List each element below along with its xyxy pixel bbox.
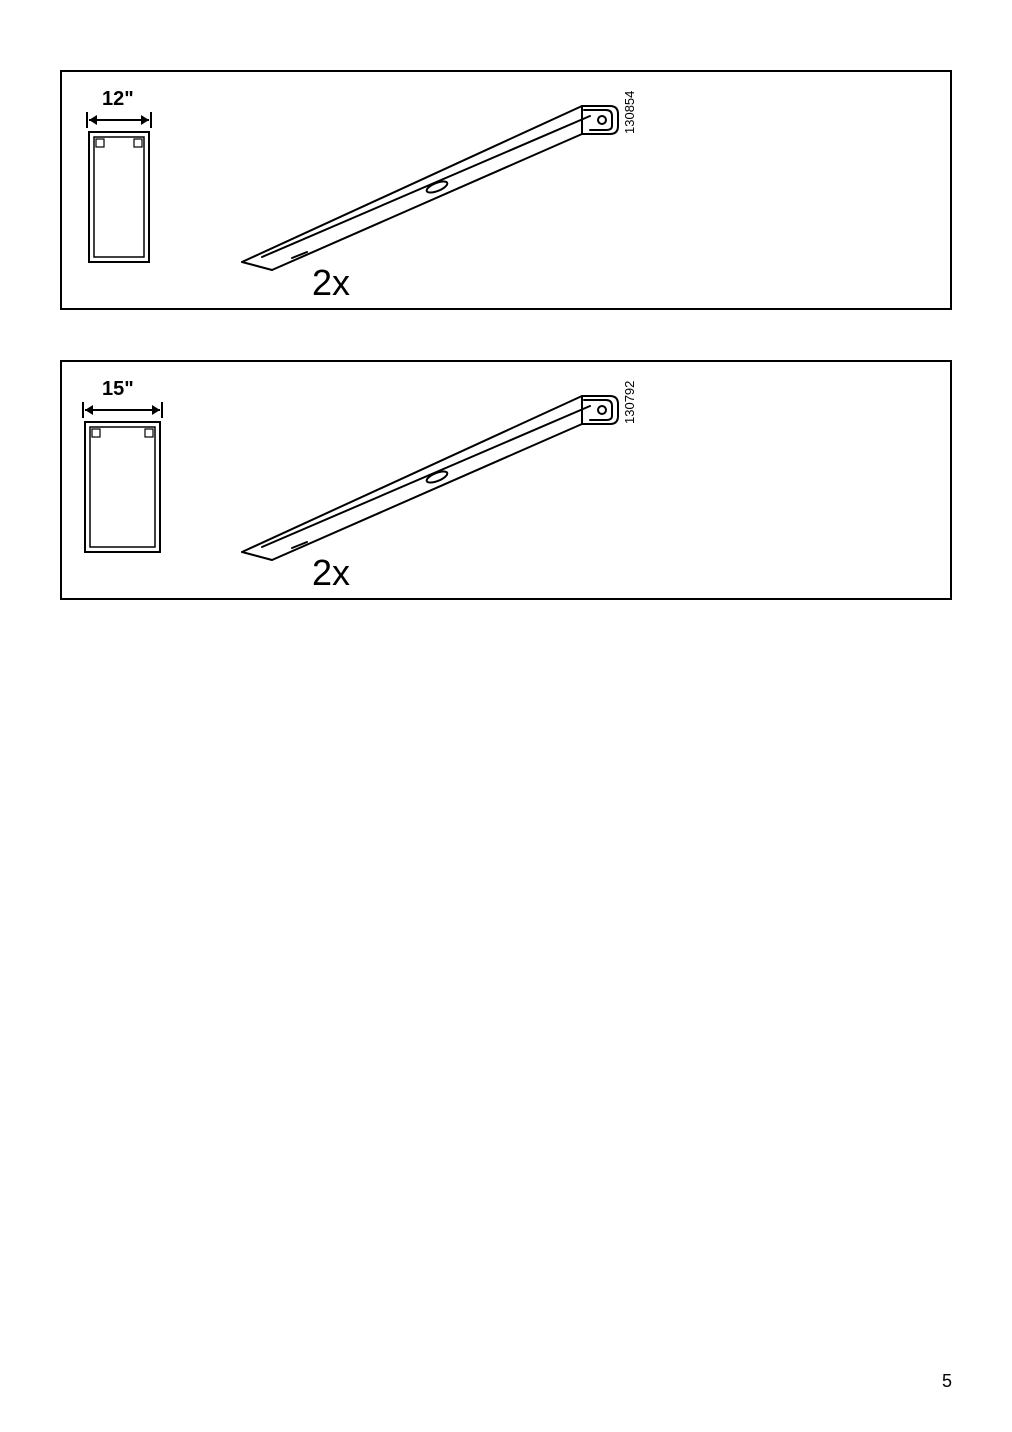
quantity-label: 2x bbox=[312, 552, 350, 594]
part-number-label: 130854 bbox=[622, 91, 637, 134]
page-number: 5 bbox=[942, 1371, 952, 1392]
assembly-instruction-page: 12" bbox=[0, 0, 1012, 1432]
parts-panel-2: 15" bbox=[60, 360, 952, 600]
quantity-label: 2x bbox=[312, 262, 350, 304]
rail-illustration bbox=[212, 372, 652, 562]
cabinet-icon bbox=[84, 110, 164, 280]
dimension-label: 12" bbox=[102, 88, 134, 111]
rail-illustration bbox=[212, 82, 652, 272]
cabinet-icon bbox=[80, 400, 175, 570]
parts-panel-1: 12" bbox=[60, 70, 952, 310]
part-number-label: 130792 bbox=[622, 381, 637, 424]
dimension-label: 15" bbox=[102, 378, 134, 401]
